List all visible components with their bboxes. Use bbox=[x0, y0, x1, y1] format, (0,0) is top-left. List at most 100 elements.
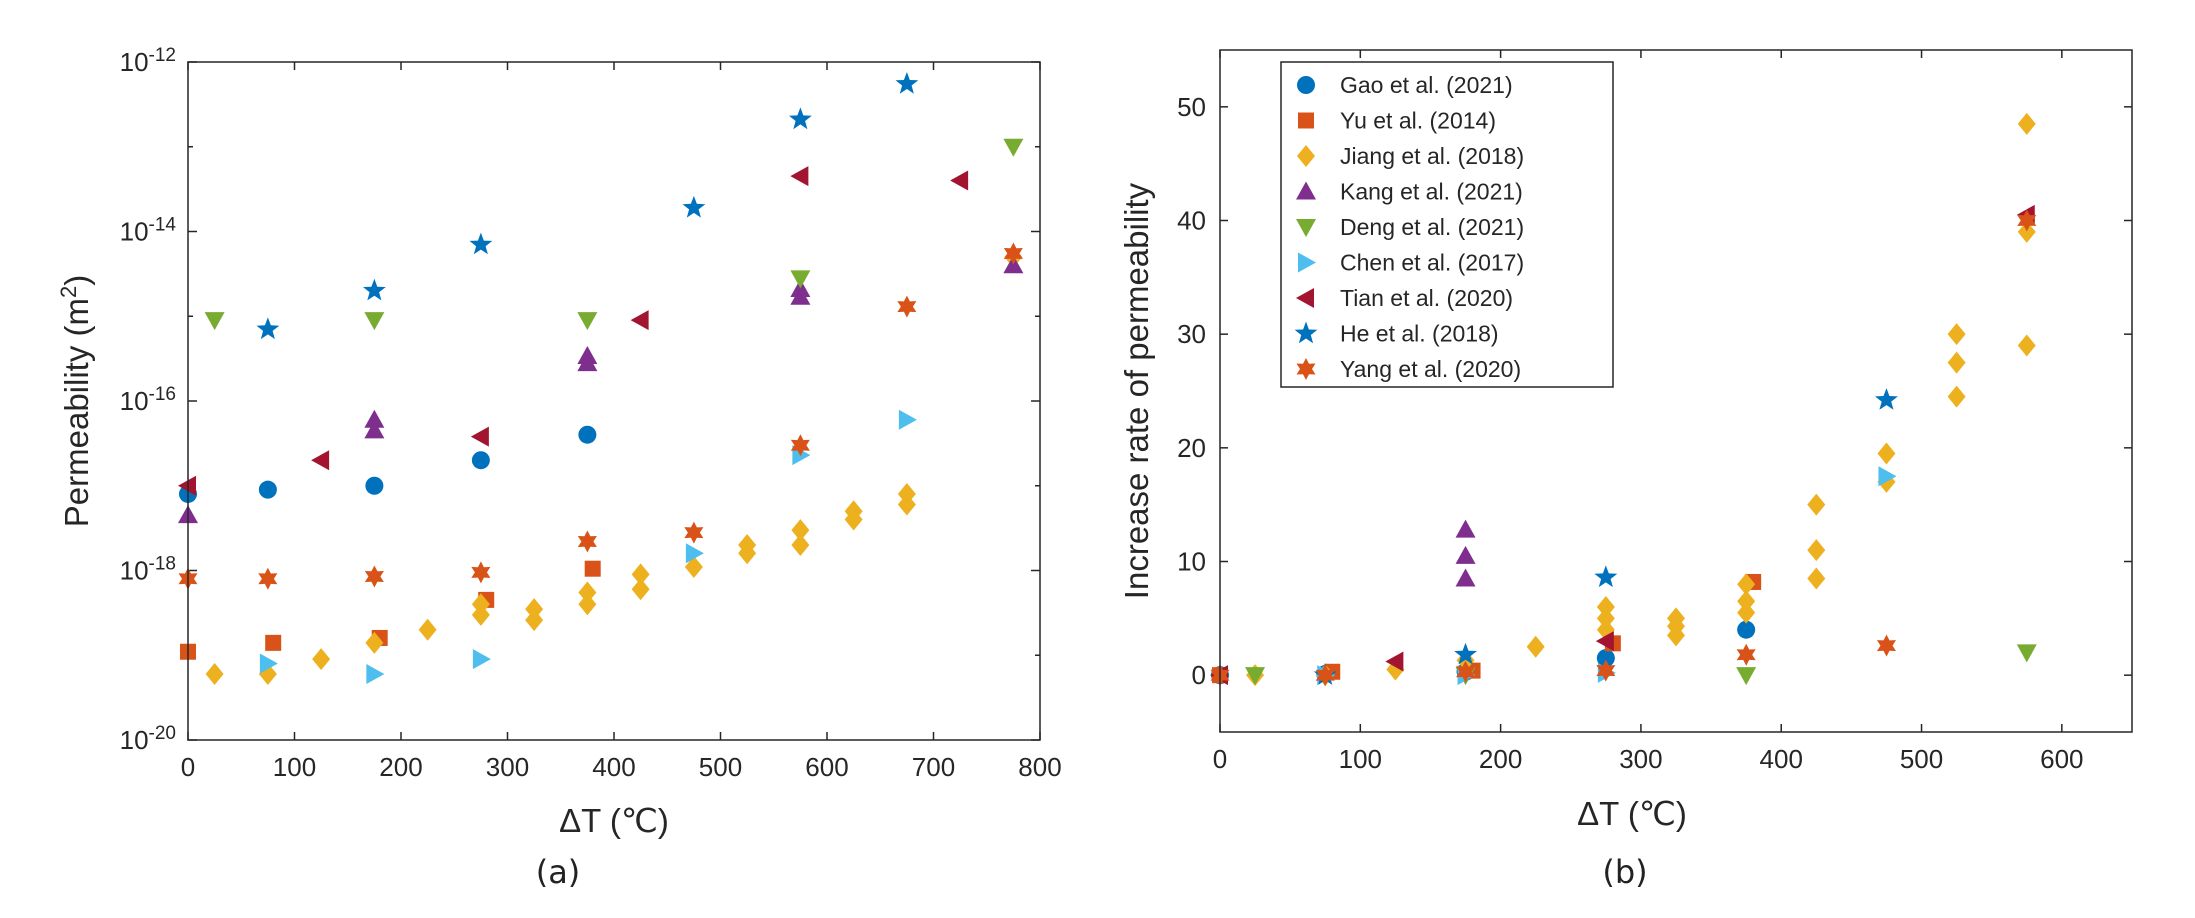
a-point-tian bbox=[311, 450, 330, 471]
a-x-tick-label: 800 bbox=[1018, 752, 1061, 782]
a-point-jiang bbox=[471, 593, 490, 616]
b-point-jiang bbox=[1737, 601, 1756, 624]
a-x-tick-label: 200 bbox=[379, 752, 422, 782]
a-point-deng bbox=[204, 312, 225, 331]
a-point-jiang bbox=[631, 578, 650, 601]
b-series-kang bbox=[1455, 519, 1476, 587]
b-point-deng bbox=[1245, 667, 1266, 686]
b-y-tick-label: 0 bbox=[1192, 660, 1206, 690]
b-point-jiang bbox=[1877, 442, 1896, 465]
b-y-tick-label: 50 bbox=[1177, 92, 1206, 122]
a-point-jiang bbox=[418, 618, 437, 641]
a-tick-labels: 0 100 200 300 400 500 600 700 80010-2010-1810-16… bbox=[120, 45, 1062, 783]
a-y-tick-exp: -18 bbox=[149, 553, 176, 574]
b-point-yang bbox=[2017, 209, 2037, 232]
b-series-deng bbox=[1245, 644, 2037, 686]
b-legend-label: Jiang et al. (2018) bbox=[1340, 143, 1524, 169]
a-x-axis-label: ΔT (℃) bbox=[559, 802, 669, 839]
b-legend-marker-tian bbox=[1296, 288, 1314, 308]
b-legend-item-kang: Kang et al. (2021) bbox=[1296, 179, 1523, 205]
a-point-tian bbox=[470, 426, 489, 447]
a-y-axis-label: Permeability (m2) bbox=[56, 275, 96, 527]
a-point-yu bbox=[265, 634, 282, 651]
a-point-jiang bbox=[365, 631, 384, 654]
b-legend-item-jiang: Jiang et al. (2018) bbox=[1297, 143, 1524, 169]
b-point-jiang bbox=[1737, 573, 1756, 596]
b-caption: (b) bbox=[1602, 853, 1647, 891]
a-series-tian bbox=[178, 166, 969, 496]
b-y-tick-label: 20 bbox=[1177, 433, 1206, 463]
b-point-yang bbox=[1736, 643, 1756, 666]
b-point-kang bbox=[1455, 568, 1476, 587]
a-series-he bbox=[256, 72, 919, 340]
a-point-gao bbox=[578, 425, 597, 444]
a-y-tick-base: 10 bbox=[120, 725, 149, 755]
b-legend-item-tian: Tian et al. (2020) bbox=[1296, 285, 1513, 311]
a-point-jiang bbox=[791, 533, 810, 556]
b-x-tick-label: 100 bbox=[1339, 744, 1382, 774]
b-x-tick-label: 0 bbox=[1213, 744, 1227, 774]
b-legend-label: Kang et al. (2021) bbox=[1340, 179, 1523, 205]
b-point-yang bbox=[1596, 659, 1616, 682]
b-point-jiang bbox=[1807, 493, 1826, 516]
a-point-he bbox=[682, 195, 706, 218]
b-point-jiang bbox=[1947, 323, 1966, 346]
a-point-yang bbox=[790, 434, 810, 457]
a-y-tick-exp: -12 bbox=[149, 45, 176, 66]
b-point-jiang bbox=[1737, 590, 1756, 613]
a-point-chen bbox=[366, 664, 385, 685]
a-y-tick-exp: -14 bbox=[149, 214, 177, 235]
a-y-tick-base: 10 bbox=[120, 556, 149, 586]
b-legend-label: He et al. (2018) bbox=[1340, 321, 1499, 347]
a-y-axis-label-sup: 2 bbox=[56, 286, 81, 298]
b-legend-label: Gao et al. (2021) bbox=[1340, 72, 1513, 98]
b-point-yang bbox=[1315, 664, 1335, 687]
a-x-tick-label: 500 bbox=[699, 752, 742, 782]
b-legend-label: Deng et al. (2021) bbox=[1340, 214, 1524, 240]
b-y-axis-label: Increase rate of permeability bbox=[1118, 182, 1155, 599]
a-x-tick-label: 600 bbox=[805, 752, 848, 782]
b-point-he bbox=[1875, 388, 1898, 410]
a-point-he bbox=[363, 278, 386, 301]
a-point-jiang bbox=[897, 482, 916, 505]
b-point-deng bbox=[1736, 667, 1757, 686]
a-point-jiang bbox=[578, 581, 597, 604]
a-point-tian bbox=[950, 170, 969, 191]
a-point-tian bbox=[178, 475, 196, 496]
a-point-chen bbox=[259, 653, 278, 674]
a-point-yang bbox=[258, 567, 278, 590]
b-y-tick-label: 40 bbox=[1177, 206, 1206, 236]
a-x-tick-label: 0 bbox=[181, 752, 195, 782]
a-series-kang bbox=[178, 255, 1024, 524]
b-point-jiang bbox=[1667, 607, 1685, 630]
a-point-deng bbox=[364, 312, 385, 331]
b-x-tick-label: 300 bbox=[1619, 744, 1662, 774]
b-legend-label: Tian et al. (2020) bbox=[1340, 285, 1513, 311]
b-point-yang bbox=[1456, 660, 1476, 683]
a-y-axis-label-main: Permeability (m bbox=[58, 298, 95, 527]
b-point-gao bbox=[1596, 649, 1615, 668]
a-series-jiang bbox=[205, 246, 1023, 686]
b-legend-item-yang: Yang et al. (2020) bbox=[1296, 356, 1521, 382]
a-point-deng bbox=[1003, 138, 1024, 157]
b-x-tick-label: 600 bbox=[2040, 744, 2083, 774]
a-point-he bbox=[789, 107, 812, 130]
b-legend-label: Yu et al. (2014) bbox=[1340, 108, 1496, 134]
b-x-axis-label: ΔT (℃) bbox=[1577, 795, 1687, 832]
b-legend-label: Yang et al. (2020) bbox=[1340, 356, 1521, 382]
b-point-chen bbox=[1878, 466, 1897, 487]
a-point-chen bbox=[685, 543, 704, 564]
a-series-yang bbox=[178, 242, 1023, 590]
b-point-kang bbox=[1455, 519, 1476, 538]
b-legend-item-chen: Chen et al. (2017) bbox=[1298, 250, 1524, 276]
a-point-kang bbox=[364, 420, 385, 439]
a-y-tick-label: 10-12 bbox=[120, 45, 176, 78]
a-point-yang bbox=[684, 521, 704, 544]
b-legend-box bbox=[1280, 61, 1614, 388]
a-point-chen bbox=[472, 649, 491, 670]
b-point-he bbox=[1454, 642, 1477, 665]
b-point-jiang bbox=[2017, 334, 2036, 357]
a-y-axis-label-close: ) bbox=[58, 275, 95, 286]
a-point-yang bbox=[1003, 242, 1023, 265]
